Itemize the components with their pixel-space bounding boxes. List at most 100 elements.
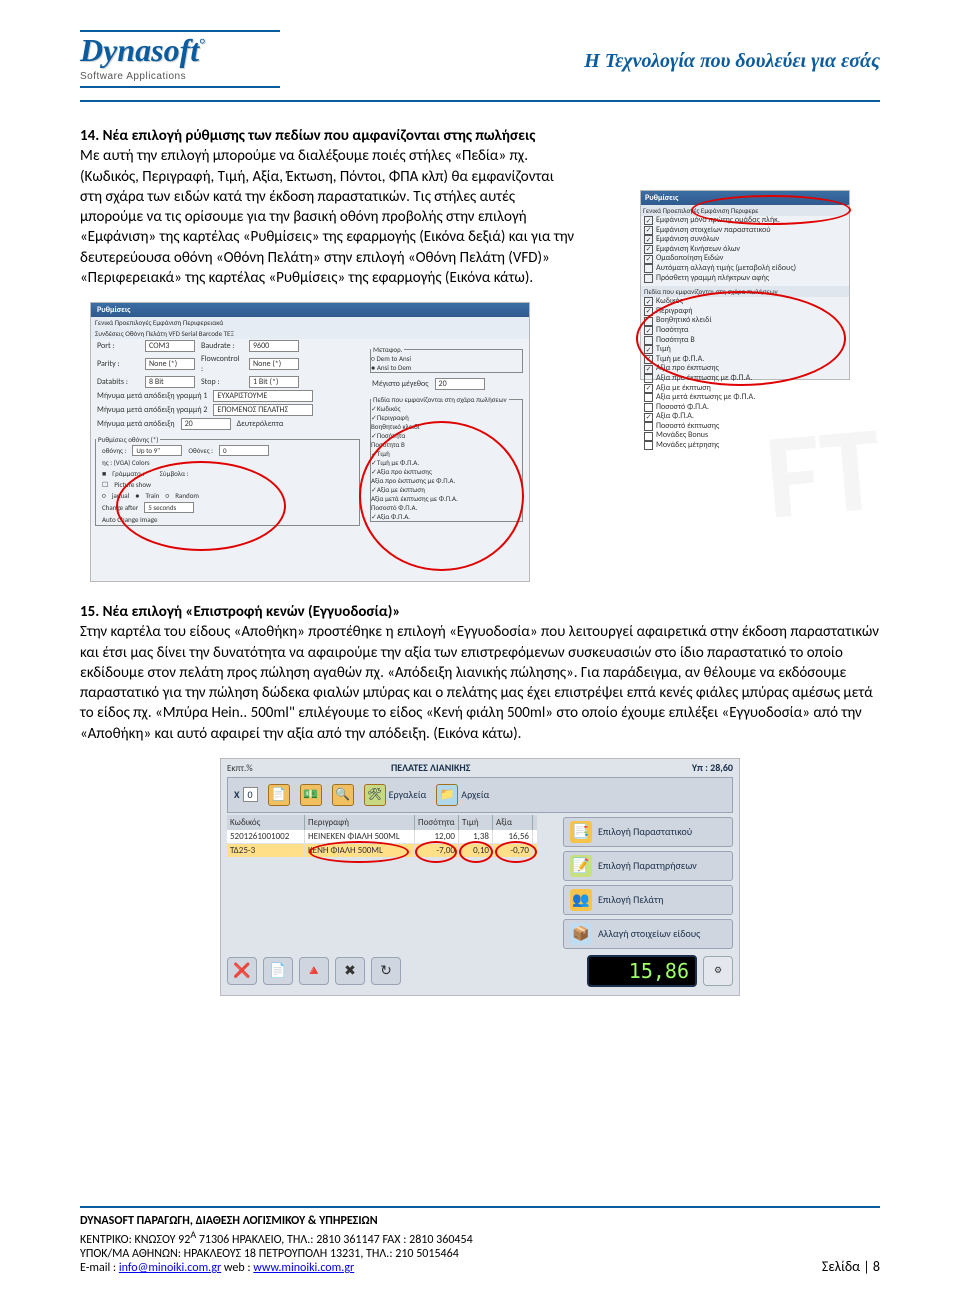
checkbox-icon[interactable]: ✓ (644, 365, 653, 374)
checkbox-icon[interactable] (644, 403, 653, 412)
checkbox-icon[interactable]: ✓ (644, 216, 653, 225)
checkbox-icon[interactable] (644, 274, 653, 283)
checkbox-icon[interactable]: ✓ (644, 255, 653, 264)
section-15-title: Νέα επιλογή «Επιστροφή κενών (Εγγυοδοσία… (103, 603, 401, 621)
logo-word: Dynasoft (80, 32, 199, 68)
demo-select[interactable]: Up to 9'' (132, 445, 182, 456)
sidepanel-legend: Ρυθμίσεις οθόνης (*) (96, 435, 160, 444)
footer-web-link[interactable]: www.minoiki.com.gr (253, 1261, 354, 1275)
stop-label: Stop : (201, 377, 243, 387)
col-perigrafi: Περιγραφή (305, 815, 415, 830)
checkbox-label: Κωδικός (377, 404, 401, 413)
side-select-notes[interactable]: 📝Επιλογή Παρατηρήσεων (563, 851, 733, 881)
databits-select[interactable]: 8 Bit (145, 376, 195, 388)
baud-label: Baudrate : (201, 341, 243, 351)
logo-block: Dynasoft° Software Applications (80, 30, 280, 88)
footer-line3: ΥΠΟΚ/ΜΑ ΑΘΗΝΩΝ: ΗΡΑΚΛΕΟΥΣ 18 ΠΕΤΡΟΥΠΟΛΗ … (80, 1247, 880, 1261)
msg-len-label: Μέγιστο μέγεθος (372, 379, 429, 389)
checkbox-icon[interactable] (644, 422, 653, 431)
panel-b-tabs: Γενικά Προεπιλογές Εμφάνιση Περιφερειακά (91, 317, 529, 328)
btn-up[interactable]: 🔺 (299, 957, 329, 985)
msg1-label: Μήνυμα μετά απόδειξη γραμμή 1 (97, 391, 207, 401)
pos-grid-header: Κωδικός Περιγραφή Ποσότητα Τιμή Αξία (227, 815, 537, 830)
x-multiplier[interactable]: X0 (234, 787, 258, 802)
side-select-document[interactable]: 📑Επιλογή Παραστατικού (563, 817, 733, 847)
btn-refresh[interactable]: ↻ (371, 957, 401, 985)
x-value[interactable]: 0 (243, 787, 258, 802)
side-label-3: Αλλαγή στοιχείων είδους (598, 927, 700, 940)
parity-label: Parity : (97, 359, 139, 369)
btn-delete[interactable]: ✖ (335, 957, 365, 985)
checkbox-row[interactable]: Πρόσθετη γραμμή πλήκτρων αφής (641, 274, 849, 284)
checkbox-icon[interactable]: ✓ (644, 226, 653, 235)
footer-email-link[interactable]: info@minoiki.com.gr (119, 1261, 221, 1275)
baud-select[interactable]: 9600 (249, 340, 299, 352)
btn-cancel[interactable]: ❌ (227, 957, 257, 985)
msg2-input[interactable]: ΕΠΟΜΕΝΟΣ ΠΕΛΑΤΗΣ (213, 404, 313, 416)
checkbox-row[interactable]: Μονάδες μέτρησης (641, 441, 849, 451)
files-button[interactable]: 📁Αρχεία (436, 784, 489, 806)
screens-label: Οθόνες : (188, 446, 213, 455)
gear-icon[interactable]: ⚙ (703, 956, 733, 986)
x-label: X (234, 788, 240, 801)
pos-customer-title: ΠΕΛΑΤΕΣ ΛΙΑΝΙΚΗΣ (391, 761, 470, 774)
checkbox-row[interactable]: ✓Κωδικός (371, 404, 522, 413)
checkbox-icon[interactable]: ✓ (644, 245, 653, 254)
msg1-input[interactable]: ΕΥΧΑΡΙΣΤΟΥΜΕ (213, 390, 313, 402)
checkbox-icon[interactable] (644, 264, 653, 273)
tool-icon-2[interactable]: 💵 (300, 784, 322, 806)
flow-select[interactable]: None (*) (249, 358, 299, 370)
logo-degree: ° (199, 36, 205, 53)
highlight-qty (415, 841, 457, 863)
col-kodikos: Κωδικός (227, 815, 305, 830)
side-select-customer[interactable]: 👥Επιλογή Πελάτη (563, 885, 733, 915)
footer-rule (80, 1206, 880, 1208)
msg-len-input[interactable]: 20 (435, 378, 485, 390)
msg3-input[interactable]: 20 (181, 418, 231, 430)
transfer-opt2[interactable]: Ansi to Dem (377, 363, 412, 372)
panel-b-title: Ρυθμίσεις (91, 303, 529, 317)
parity-select[interactable]: None (*) (145, 358, 195, 370)
footer-l2b: 71306 ΗΡΑΚΛΕΙΟ, ΤΗΛ.: 2810 361147 FAX : … (196, 1233, 473, 1247)
files-label: Αρχεία (461, 788, 489, 801)
btn-doc[interactable]: 📄 (263, 957, 293, 985)
footer-l2a: ΚΕΝΤΡΙΚΟ: ΚΝΩΣΟΥ 92 (80, 1233, 190, 1247)
tool-icon-3[interactable]: 🔍 (332, 784, 354, 806)
side-label-1: Επιλογή Παρατηρήσεων (598, 859, 697, 872)
checkbox-label: Πρόσθετη γραμμή πλήκτρων αφής (656, 274, 769, 284)
checkbox-icon[interactable] (644, 393, 653, 402)
checkbox-icon[interactable]: ✓ (644, 235, 653, 244)
pos-total: 15,86 (587, 955, 697, 987)
checkbox-icon[interactable] (644, 441, 653, 450)
databits-label: Databits : (97, 377, 139, 387)
section-14-title: Νέα επιλογή ρύθμισης των πεδίων που αμφα… (103, 127, 536, 145)
highlight-value (495, 841, 537, 863)
stop-select[interactable]: 1 Bit (*) (249, 376, 299, 388)
screenshot-settings-display: Ρυθμίσεις Γενικά Προεπιλογές Εμφάνιση Πε… (640, 190, 850, 380)
checkbox-icon[interactable] (644, 374, 653, 383)
page-number: Σελίδα | 8 (822, 1258, 880, 1275)
checkbox-icon[interactable] (644, 432, 653, 441)
transfer-fieldset: Μεταφορ. ○ Dem to Ansi ● Ansi to Dem (370, 345, 523, 373)
msg2-label: Μήνυμα μετά απόδειξη γραμμή 2 (97, 405, 207, 415)
logo-subtitle: Software Applications (80, 71, 280, 82)
transfer-opt1[interactable]: Dem to Ansi (376, 354, 411, 363)
screens-input[interactable]: 0 (219, 445, 269, 456)
pos-topbar: X0 📄 💵 🔍 🛠Εργαλεία 📁Αρχεία (227, 777, 733, 813)
highlight-desc (309, 841, 409, 863)
msg3-label: Μήνυμα μετά απόδειξη (97, 419, 175, 429)
section-15-body: Στην καρτέλα του είδους «Αποθήκη» προστέ… (80, 622, 880, 744)
slogan: Η Τεχνολογία που δουλεύει για εσάς (584, 50, 880, 73)
flow-label: Flowcontrol : (201, 354, 243, 374)
checkbox-icon[interactable]: ✓ (644, 297, 653, 306)
checkbox-icon[interactable]: ✓ (644, 413, 653, 422)
side-edit-item[interactable]: 📦Αλλαγή στοιχείων είδους (563, 919, 733, 949)
fields-legend-b: Πεδία που εμφανίζονται στη σχάρα πωλήσεω… (371, 395, 509, 404)
tools-button[interactable]: 🛠Εργαλεία (364, 784, 427, 806)
port-select[interactable]: COM3 (145, 340, 195, 352)
checkbox-icon[interactable]: ✓ (644, 384, 653, 393)
tools-label: Εργαλεία (389, 788, 427, 801)
side-label-2: Επιλογή Πελάτη (598, 893, 663, 906)
tool-icon-1[interactable]: 📄 (268, 784, 290, 806)
table-row[interactable]: 5201261001002 ΗΕΙΝΕΚΕΝ ΦΙΑΛΗ 500ML 12,00… (227, 830, 537, 843)
